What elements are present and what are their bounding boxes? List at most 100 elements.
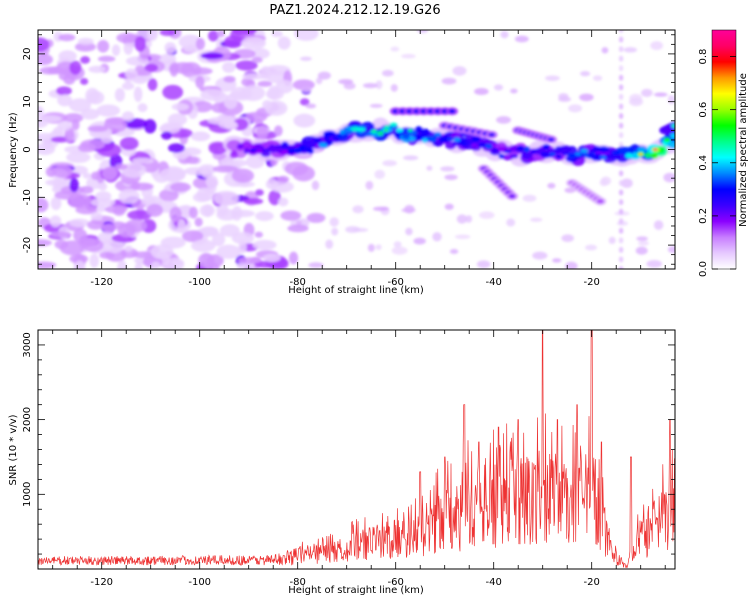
spectrogram-cell [170, 182, 191, 192]
spectrogram-cell [38, 115, 62, 123]
spectrogram-cell [195, 75, 205, 89]
y-tick-label: -10 [22, 189, 33, 205]
spectrogram-cell [216, 244, 242, 259]
spectrogram-cell [162, 84, 184, 100]
spectrogram-cell [318, 142, 328, 148]
spectrogram-cell [325, 239, 334, 249]
spectrogram-cell [352, 205, 364, 214]
spectrogram-cell [38, 53, 54, 66]
spectrogram-cell [114, 87, 125, 102]
spectrogram-cell [637, 240, 650, 246]
spectrogram-cell [257, 80, 273, 87]
spectrogram-cell [121, 111, 135, 122]
spectrogram-cell [432, 141, 444, 147]
spectrogram-cell [618, 84, 624, 91]
spectrogram-cell [58, 50, 77, 63]
spectrogram-cell [632, 151, 639, 158]
spectrogram-cell [364, 132, 372, 137]
y-tick-label: 3000 [22, 332, 33, 357]
spectrogram-cell [611, 153, 622, 161]
x-tick-label: -20 [584, 577, 600, 588]
spectrogram-cell [205, 175, 218, 189]
spectrogram-cell [245, 111, 268, 123]
spectrogram-cell [80, 77, 89, 85]
spectrogram-cell [249, 148, 257, 153]
spectrogram-cell [219, 224, 240, 237]
spectrogram-cell [402, 133, 410, 140]
spectrogram-cell [395, 127, 404, 133]
spectrogram-cell [194, 217, 203, 227]
spectrogram-cell [454, 234, 471, 239]
spectrogram-cell [485, 143, 493, 150]
colorbar-tick-label: 0.0 [698, 261, 709, 277]
spectrogram-cell [488, 132, 496, 137]
spectrogram-cell [306, 212, 326, 223]
spectrogram-cell [471, 145, 481, 152]
spectrogram-cell [554, 146, 564, 154]
spectrogram-cell [87, 90, 105, 105]
spectrogram-cell [315, 77, 323, 85]
spectrogram-cell [500, 31, 509, 39]
spectrogram-cell [362, 82, 378, 89]
spectrogram-cell [600, 176, 612, 186]
spectrogram-cell [261, 151, 271, 157]
spectrogram-cell [306, 147, 314, 154]
spectrogram-cell [530, 149, 537, 155]
spectrogram-cell [164, 257, 185, 269]
spectrogram-cell [504, 149, 512, 154]
spectrogram-cell [452, 66, 467, 76]
spectrogram-cell [168, 64, 180, 73]
x-tick-label: -60 [388, 577, 404, 588]
spectrogram-cell [256, 125, 269, 140]
colorbar-gradient [711, 29, 737, 270]
spectrogram-cell [325, 140, 334, 146]
spectrogram-cell [275, 79, 294, 94]
spectrogram-cell [223, 75, 236, 83]
spectrogram-cell [667, 246, 675, 254]
spectrogram-cell [200, 52, 224, 60]
spectrogram-cell [137, 103, 148, 113]
spectrogram-cell [618, 103, 624, 110]
spectrogram-cell [255, 189, 264, 196]
spectrogram-cell [97, 55, 116, 63]
spectrogram-cell [564, 187, 576, 193]
spectrogram-cell [295, 220, 303, 225]
spectrogram-cell [252, 239, 277, 250]
spectrogram-cell [88, 65, 106, 73]
spectrogram-cell [555, 154, 563, 159]
spectrogram-cell [618, 30, 624, 33]
spectrogram-cell [391, 246, 408, 255]
spectrogram-cell [195, 37, 206, 51]
spectrogram-cell [185, 156, 200, 164]
spectrogram-cell [478, 141, 487, 148]
spectrogram-cell [465, 215, 473, 223]
spectrogram-cell [69, 218, 90, 228]
spectrogram-cell [405, 227, 413, 236]
spectrogram-cell [58, 33, 76, 42]
spectrogram-cell [260, 66, 271, 80]
spectrogram-cell [580, 71, 591, 77]
spectrogram-cell [269, 144, 276, 149]
spectrogram-cell [118, 188, 140, 204]
spectrogram-cell [561, 151, 569, 156]
spectrogram-cell [223, 95, 238, 110]
spectrogram-cell [592, 146, 602, 153]
spectrogram-cell [587, 152, 594, 158]
spectrogram-cell [416, 30, 429, 34]
spectrogram-cell [596, 199, 604, 204]
spectrogram-cell [73, 260, 86, 269]
spectrogram-cell [638, 152, 643, 156]
spectrogram-cell [119, 136, 139, 151]
spectrogram-cell [230, 150, 238, 157]
spectrogram-heatmap [38, 30, 675, 269]
spectrogram-cell [159, 53, 177, 65]
spectrogram-cell [293, 147, 302, 154]
spectrogram-y-axis: -20 -10 0 10 20 [22, 34, 675, 265]
colorbar-tick-label: 0.2 [698, 208, 709, 224]
spectrogram-cell [222, 61, 236, 73]
spectrogram-cell [449, 248, 459, 255]
spectrogram-cell [653, 92, 668, 97]
spectrogram-cell [667, 94, 675, 105]
y-tick-label: 10 [22, 95, 33, 108]
spectrogram-cell [510, 88, 518, 94]
